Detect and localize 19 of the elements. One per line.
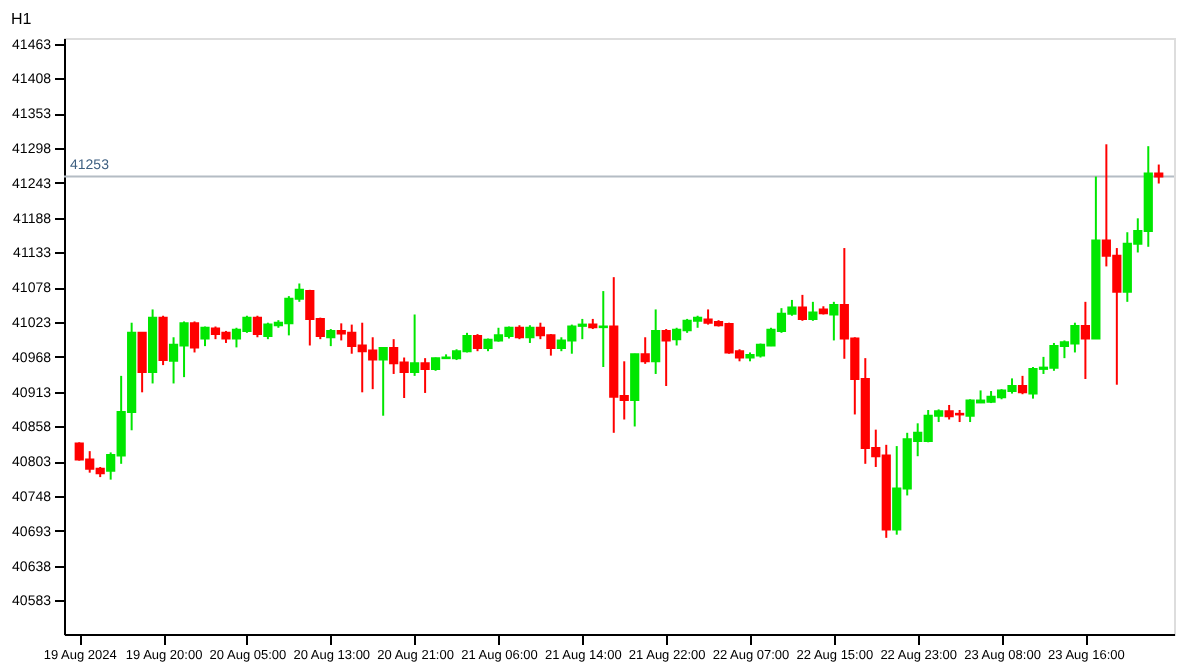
candlestick (1080, 300, 1090, 381)
chart-title: H1 (11, 9, 33, 28)
candlestick (378, 347, 388, 417)
candlestick (252, 314, 263, 339)
candlestick (651, 308, 661, 375)
candlestick (137, 331, 147, 394)
candlestick (420, 357, 430, 394)
candlestick (1154, 163, 1164, 185)
candlestick (1017, 374, 1028, 396)
candlestick (797, 293, 808, 322)
candlestick (410, 313, 420, 377)
candlestick (630, 352, 640, 428)
candlestick (661, 328, 671, 387)
candlestick (808, 300, 818, 322)
candlestick (158, 314, 168, 367)
candlestick (598, 290, 608, 368)
candlestick (189, 320, 200, 354)
candlestick (829, 300, 839, 342)
candlestick (640, 336, 650, 365)
